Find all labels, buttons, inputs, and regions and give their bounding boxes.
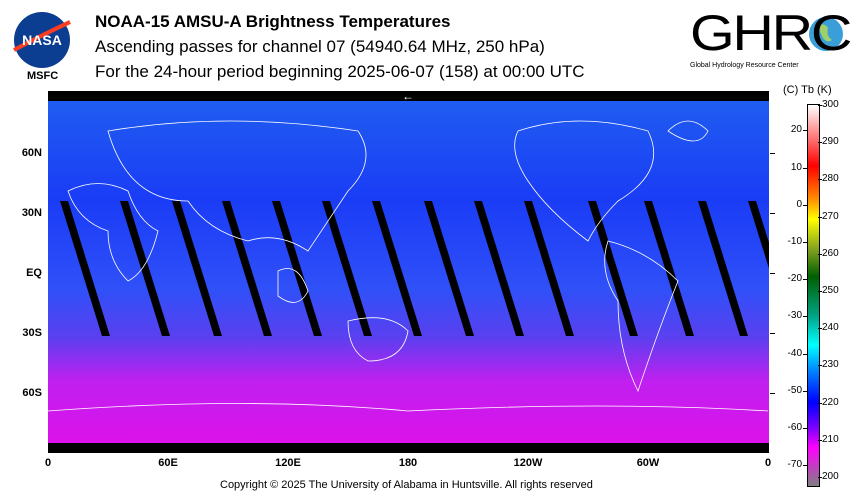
kelvin-tick (818, 179, 822, 181)
celsius-tick (803, 204, 807, 206)
msfc-label: MSFC (27, 70, 59, 82)
swath-gap (748, 201, 769, 269)
kelvin-tick (818, 365, 822, 367)
swath-gap (698, 201, 748, 336)
data-gaps (60, 201, 769, 336)
lat-tick (770, 393, 775, 394)
kelvin-tick (818, 328, 822, 330)
no-data-band-south (48, 443, 769, 453)
kelvin-tick-label: 200 (822, 471, 839, 482)
kelvin-tick (818, 291, 822, 292)
lat-tick (770, 213, 775, 214)
temperature-field (48, 91, 769, 453)
lon-label: 120E (275, 457, 301, 469)
celsius-tick (803, 167, 807, 169)
ghrc-subtitle: Global Hydrology Resource Center (690, 62, 799, 69)
copyright-footer: Copyright © 2025 The University of Alaba… (220, 479, 593, 491)
lat-tick (770, 333, 775, 334)
celsius-tick-label: -60 (787, 422, 802, 434)
swath-gap (120, 201, 170, 336)
celsius-tick (803, 242, 807, 244)
kelvin-tick-label: 210 (822, 433, 839, 445)
lat-label: 30N (21, 207, 42, 219)
swath-gap (372, 201, 422, 336)
page-title: NOAA-15 AMSU-A Brightness Temperatures (95, 12, 451, 31)
celsius-tick-label: 10 (790, 161, 802, 173)
swath-gap (588, 201, 638, 336)
ghrc-globe-icon (809, 17, 843, 51)
swath-gap (644, 201, 694, 336)
swath-gap (272, 201, 322, 336)
lat-label: EQ (26, 267, 42, 279)
celsius-tick (803, 279, 807, 281)
lat-tick (770, 273, 775, 274)
lon-label: 0 (764, 457, 772, 469)
kelvin-tick (818, 477, 822, 478)
celsius-tick (803, 428, 807, 430)
kelvin-tick-label: 250 (822, 285, 839, 296)
kelvin-tick (818, 439, 822, 441)
celsius-tick-label: -50 (787, 384, 802, 396)
kelvin-tick (818, 142, 822, 144)
celsius-tick-label: -40 (787, 347, 802, 359)
svg-text:NASA: NASA (22, 32, 62, 48)
kelvin-tick-label: 270 (822, 210, 839, 222)
lat-label: 60N (21, 147, 42, 159)
lon-label: 60E (158, 457, 178, 469)
kelvin-tick-label: 260 (822, 247, 839, 259)
kelvin-tick-label: 280 (822, 173, 839, 185)
celsius-tick (803, 130, 807, 132)
kelvin-tick-label: 240 (822, 322, 839, 334)
swath-gap (60, 201, 110, 336)
celsius-tick-label: -20 (787, 273, 802, 285)
dateline-marker: ← (402, 91, 414, 103)
lat-tick (770, 153, 775, 154)
celsius-tick-label: 20 (790, 124, 802, 136)
kelvin-tick (818, 253, 822, 255)
celsius-tick-label: 0 (796, 198, 802, 210)
kelvin-tick (818, 402, 822, 404)
temperature-colorbar (807, 104, 820, 487)
celsius-tick (803, 465, 807, 467)
swath-gap (172, 201, 222, 336)
swath-gap (322, 201, 372, 336)
lon-label: 0 (44, 457, 52, 469)
celsius-tick (803, 390, 807, 392)
celsius-tick-label: -70 (787, 459, 802, 471)
swath-gap (474, 201, 524, 336)
kelvin-tick-label: 230 (822, 359, 839, 371)
swath-gap (424, 201, 474, 336)
lon-label: 120W (513, 457, 543, 469)
lat-label: 30S (22, 327, 42, 339)
kelvin-tick (818, 105, 822, 106)
kelvin-tick-label: 290 (822, 136, 839, 148)
celsius-tick-label: -30 (787, 310, 802, 322)
colorbar-header: (C) Tb (K) (783, 84, 832, 96)
kelvin-tick-label: 220 (822, 396, 839, 408)
ghrc-logo: GHRC (690, 5, 852, 61)
swath-gap (524, 201, 574, 336)
kelvin-tick-label: 300 (822, 99, 839, 110)
lon-label: 60W (636, 457, 660, 469)
celsius-tick-label: -10 (787, 236, 802, 248)
celsius-tick (803, 316, 807, 318)
subtitle-channel: Ascending passes for channel 07 (54940.6… (95, 37, 545, 56)
lat-label: 60S (22, 387, 42, 399)
celsius-tick (803, 353, 807, 355)
coastlines (48, 120, 769, 412)
swath-gap (222, 201, 272, 336)
lon-label: 180 (398, 457, 418, 469)
kelvin-tick (818, 216, 822, 218)
subtitle-period: For the 24-hour period beginning 2025-06… (95, 62, 585, 81)
brightness-temperature-map[interactable]: ← (48, 91, 769, 453)
no-data-band-north (48, 91, 769, 101)
nasa-logo: NASA (13, 12, 71, 68)
